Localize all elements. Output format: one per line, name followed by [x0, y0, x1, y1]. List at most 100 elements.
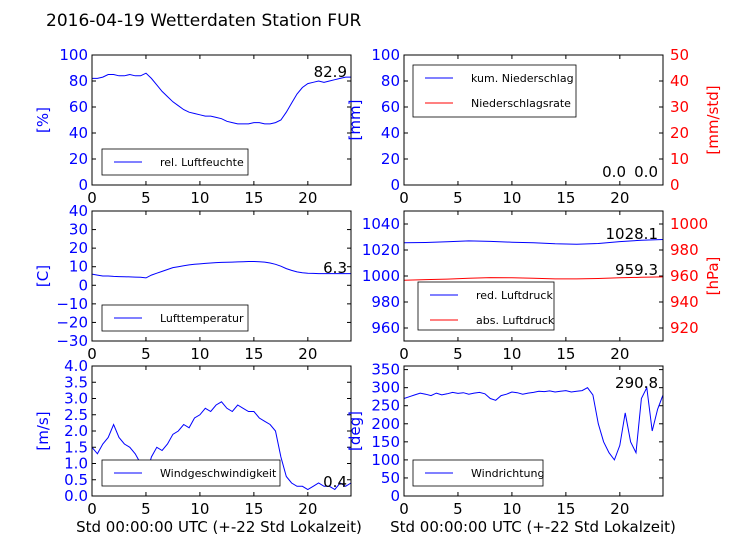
- y-tick-label: 1.0: [64, 455, 88, 473]
- x-tick-label: 20: [610, 189, 629, 207]
- series-line: [403, 385, 664, 461]
- y-tick-label: 2.0: [64, 422, 88, 440]
- y-tick-label: 1020: [362, 241, 400, 259]
- y-tick-label: 60: [381, 98, 400, 116]
- y-right-tick-label: 980: [670, 241, 699, 259]
- y-tick-label: 200: [371, 415, 400, 433]
- y-right-axis-label: [hPa]: [704, 257, 722, 296]
- y-tick-label: 0: [390, 487, 400, 505]
- y-tick-label: 150: [371, 433, 400, 451]
- y-right-tick-label: 940: [670, 293, 699, 311]
- y-tick-label: 250: [371, 397, 400, 415]
- value-annotation: 959.3: [615, 261, 658, 279]
- x-tick-label: 5: [141, 345, 151, 363]
- y-tick-label: 960: [371, 319, 400, 337]
- x-tick-label: 20: [610, 345, 629, 363]
- panel-2: 0 5 10 15 20 0 20 40 60 80 100 0 10 20 30 40 50 [mm] [mm/s…: [346, 46, 722, 207]
- legend-entry: Windgeschwindigkeit: [160, 467, 277, 480]
- x-tick-label: 5: [141, 500, 151, 518]
- y-tick-label: 2.5: [64, 406, 88, 424]
- legend-entry: Lufttemperatur: [160, 312, 244, 325]
- y-tick-label: 30: [69, 221, 88, 239]
- x-tick-label: 0: [87, 345, 97, 363]
- x-tick-label: 0: [87, 189, 97, 207]
- axes-frame: [91, 365, 352, 497]
- value-annotation: 0.4: [323, 473, 347, 491]
- y-axis-label: [%]: [34, 107, 52, 133]
- x-tick-label: 20: [610, 500, 629, 518]
- y-tick-label: 20: [69, 150, 88, 168]
- x-tick-label: 5: [453, 500, 463, 518]
- figure-title: 2016-04-19 Wetterdaten Station FUR: [46, 11, 362, 31]
- y-axis-label: [deg]: [346, 411, 364, 451]
- y-tick-label: 0: [78, 176, 88, 194]
- y-right-tick-label: 960: [670, 267, 699, 285]
- y-axis-label: [C]: [34, 265, 52, 287]
- y-right-tick-label: 40: [670, 72, 689, 90]
- y-tick-label: 80: [381, 72, 400, 90]
- y-tick-label: 0: [390, 176, 400, 194]
- y-tick-label: 60: [69, 98, 88, 116]
- series-line: [91, 261, 351, 279]
- legend-entry: Windrichtung: [471, 467, 544, 480]
- y-tick-label: 980: [371, 293, 400, 311]
- x-tick-label: 15: [244, 189, 263, 207]
- y-axis-label: [m/s]: [34, 411, 52, 450]
- x-tick-label: 0: [399, 345, 409, 363]
- x-tick-label: 10: [190, 345, 209, 363]
- x-tick-label: 15: [556, 345, 575, 363]
- legend-entry: abs. Luftdruck: [476, 314, 555, 327]
- y-tick-label: 80: [69, 72, 88, 90]
- y-right-tick-label: 0: [670, 176, 680, 194]
- y-right-tick-label: 10: [670, 150, 689, 168]
- y-tick-label: 0: [78, 276, 88, 294]
- x-tick-label: 15: [556, 189, 575, 207]
- x-tick-label: 15: [244, 500, 263, 518]
- x-tick-label: 20: [298, 189, 317, 207]
- legend-box: [417, 281, 555, 331]
- value-annotation: 0.0: [602, 163, 626, 181]
- legend-entry: red. Luftdruck: [476, 289, 553, 302]
- y-tick-label: 3.5: [64, 373, 88, 391]
- y-tick-label: 20: [381, 150, 400, 168]
- y-right-tick-label: 920: [670, 319, 699, 337]
- x-tick-label: 10: [502, 345, 521, 363]
- y-tick-label: 10: [69, 258, 88, 276]
- y-tick-label: −20: [56, 313, 88, 331]
- y-tick-label: 50: [381, 469, 400, 487]
- legend-entry: kum. Niederschlag: [471, 72, 574, 85]
- series-line: [403, 276, 664, 281]
- panel-1: 0 5 10 15 20 0 20 40 60 80 100 [%] rel. Luftfeuchte 8…: [34, 46, 352, 207]
- x-tick-label: 0: [399, 189, 409, 207]
- y-tick-label: 0.0: [64, 487, 88, 505]
- y-tick-label: 100: [371, 46, 400, 64]
- x-tick-label: 20: [298, 345, 317, 363]
- y-tick-label: 0.5: [64, 471, 88, 489]
- panel-6: 0 5 10 15 20050100150200250300350[deg]Windri…: [346, 361, 664, 518]
- y-tick-label: 1040: [362, 215, 400, 233]
- y-tick-label: −30: [56, 332, 88, 350]
- legend-box: [412, 64, 577, 118]
- value-annotation: 290.8: [615, 374, 658, 392]
- value-annotation: 6.3: [323, 259, 347, 277]
- x-tick-label: 5: [453, 189, 463, 207]
- x-label-right: Std 00:00:00 UTC (+-22 Std Lokalzeit): [390, 518, 676, 536]
- y-tick-label: 40: [69, 124, 88, 142]
- y-tick-label: 100: [59, 46, 88, 64]
- y-right-tick-label: 30: [670, 98, 689, 116]
- series-line: [403, 239, 664, 245]
- x-tick-label: 15: [244, 345, 263, 363]
- x-tick-label: 10: [502, 500, 521, 518]
- y-tick-label: 300: [371, 379, 400, 397]
- y-tick-label: 4.0: [64, 357, 88, 375]
- x-tick-label: 20: [298, 500, 317, 518]
- y-tick-label: 100: [371, 451, 400, 469]
- legend-entry: rel. Luftfeuchte: [160, 156, 244, 169]
- y-right-tick-label: 20: [670, 124, 689, 142]
- axes-frame: [91, 54, 352, 186]
- y-tick-label: 1000: [362, 267, 400, 285]
- panel-3: 0 5 10 15 20−30−20−10010203040[C]Lufttempera…: [34, 202, 352, 363]
- panel-4: 0 5 10 15 20 960 980 1000 1020 1040 920 940 960 980 10…: [362, 210, 722, 363]
- axes-frame: [403, 210, 664, 342]
